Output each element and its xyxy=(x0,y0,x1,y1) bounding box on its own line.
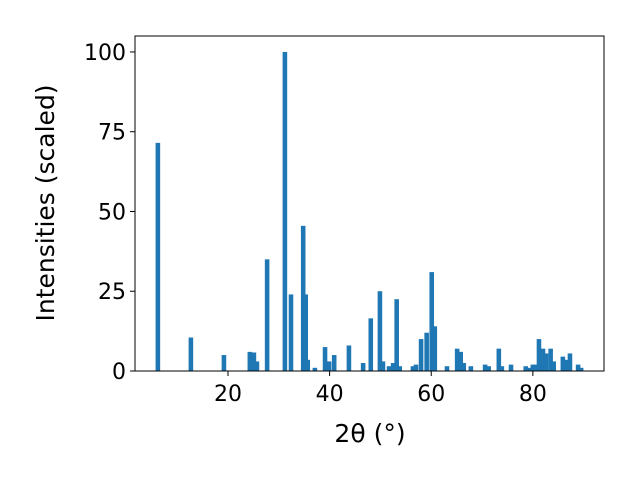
x-tick-label: 80 xyxy=(519,382,547,407)
bar xyxy=(432,326,438,371)
bar xyxy=(394,299,399,371)
bar xyxy=(461,363,467,371)
bar xyxy=(551,361,556,371)
y-tick-label: 100 xyxy=(84,41,126,66)
bar xyxy=(523,366,529,371)
bar xyxy=(508,364,514,371)
bar xyxy=(526,367,532,371)
bar xyxy=(482,364,488,371)
bar xyxy=(444,366,450,371)
bar xyxy=(312,367,318,371)
bar xyxy=(254,361,260,371)
bar xyxy=(563,359,569,371)
bar xyxy=(458,351,463,371)
x-tick-label: 60 xyxy=(417,382,445,407)
y-tick-label: 50 xyxy=(98,200,126,225)
bar xyxy=(536,339,542,371)
x-tick-label: 40 xyxy=(316,382,344,407)
bar xyxy=(397,366,403,371)
bar xyxy=(303,294,309,371)
bar xyxy=(346,345,352,371)
y-tick-label: 75 xyxy=(98,121,126,146)
bar xyxy=(300,225,306,371)
plot-frame xyxy=(134,35,605,372)
bar xyxy=(221,355,227,371)
bar xyxy=(418,339,424,371)
bar xyxy=(331,355,337,371)
bar xyxy=(390,363,396,371)
bar xyxy=(380,361,386,371)
bar xyxy=(288,294,294,371)
bar xyxy=(322,347,328,371)
bar xyxy=(188,337,194,371)
bar xyxy=(468,366,474,371)
bar xyxy=(533,364,539,371)
bar xyxy=(567,353,573,371)
y-axis-label: Intensities (scaled) xyxy=(31,84,60,321)
bar xyxy=(543,353,549,371)
y-tick-label: 0 xyxy=(112,360,126,385)
bar xyxy=(410,366,416,371)
bar xyxy=(326,361,332,371)
bar xyxy=(305,359,311,371)
bar xyxy=(251,352,257,371)
x-tick-label: 20 xyxy=(214,382,242,407)
bar xyxy=(360,363,366,371)
bar xyxy=(530,364,536,371)
bar xyxy=(413,364,419,371)
bar xyxy=(486,366,491,371)
bar xyxy=(575,364,581,371)
bar xyxy=(578,367,584,371)
bar xyxy=(264,259,270,371)
bar xyxy=(548,348,553,371)
bar xyxy=(155,142,161,371)
bar xyxy=(424,332,429,371)
bar xyxy=(429,272,435,371)
bar xyxy=(368,318,374,371)
bar xyxy=(499,366,505,371)
bar xyxy=(386,366,392,371)
x-axis-label: 2θ (°) xyxy=(334,419,405,448)
bar xyxy=(560,356,566,371)
y-tick-label: 25 xyxy=(98,280,126,305)
bar xyxy=(247,351,253,371)
bar xyxy=(496,348,502,371)
bar xyxy=(540,348,546,371)
bar xyxy=(454,348,460,371)
bar xyxy=(282,51,288,371)
bar xyxy=(377,291,383,371)
